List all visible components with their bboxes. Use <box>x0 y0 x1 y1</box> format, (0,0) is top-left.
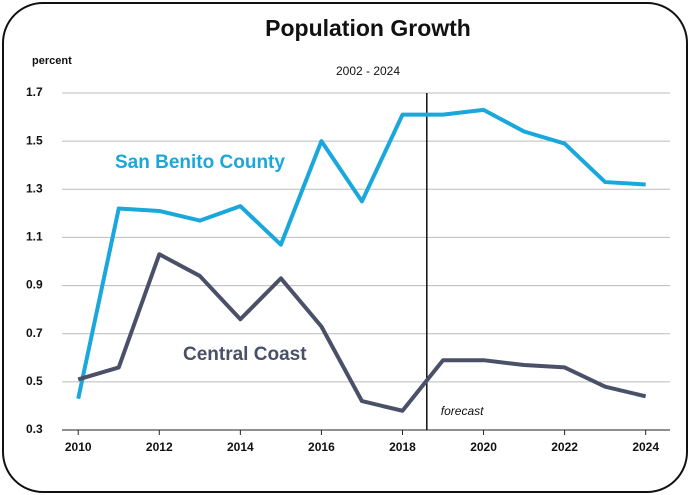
y-tick-label: 0.7 <box>26 326 43 340</box>
x-tick-label: 2024 <box>632 440 659 454</box>
series-label: San Benito County <box>115 152 285 173</box>
x-tick-label: 2018 <box>389 440 416 454</box>
y-tick-label: 1.7 <box>26 85 43 99</box>
x-tick-label: 2012 <box>146 440 173 454</box>
y-axis-label: percent <box>32 55 72 67</box>
x-tick-label: 2010 <box>65 440 92 454</box>
series-line <box>76 107 646 400</box>
x-tick-label: 2016 <box>308 440 335 454</box>
x-tick-label: 2022 <box>551 440 578 454</box>
y-tick-label: 0.3 <box>26 422 43 436</box>
x-tick-label: 2020 <box>470 440 497 454</box>
chart-subtitle: 2002 - 2024 <box>336 64 400 78</box>
y-tick-label: 1.3 <box>26 181 43 195</box>
y-tick-label: 0.9 <box>26 278 43 292</box>
series-label: Central Coast <box>183 344 307 365</box>
chart-title: Population Growth <box>265 15 471 41</box>
x-tick-label: 2014 <box>227 440 254 454</box>
series-line <box>77 252 647 413</box>
annotation: forecast <box>441 404 484 418</box>
y-tick-label: 1.5 <box>26 133 43 147</box>
y-tick-label: 1.1 <box>26 230 43 244</box>
y-tick-label: 0.5 <box>26 374 43 388</box>
